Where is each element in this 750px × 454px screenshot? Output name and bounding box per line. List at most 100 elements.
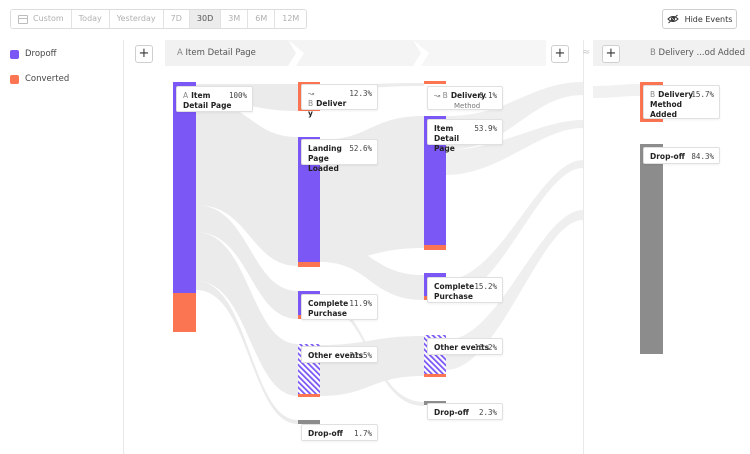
bar-landing-converted[interactable] — [298, 262, 320, 267]
step2-label: Delivery ...od Added — [658, 48, 746, 58]
flow-other-other — [320, 336, 424, 396]
bar-item-detail-col3-dropoff[interactable] — [424, 116, 446, 245]
node-pct: 15.2% — [474, 282, 497, 291]
add-step-right-button[interactable]: + — [602, 45, 620, 63]
node-card-final-dropoff[interactable]: Drop-off 84.3% — [643, 147, 720, 164]
node-pct: 12.3% — [349, 89, 372, 98]
node-pct: 53.9% — [474, 124, 497, 133]
node-pct: 100% — [228, 91, 247, 100]
range-6m-button[interactable]: 6M — [248, 10, 276, 28]
flow-a-purchase — [196, 205, 298, 319]
node-card-delivery-method-added[interactable]: B Delivery Method Added 15.7% — [643, 85, 720, 119]
legend-swatch-dropoff — [10, 49, 19, 59]
node-pct: 52.6% — [349, 144, 372, 153]
node-prefix: ↝ B — [434, 91, 448, 100]
node-sub: Method — [454, 102, 481, 110]
node-pct: 21.5% — [349, 351, 372, 360]
node-card-landing-page[interactable]: Landing Page Loaded 52.6% — [301, 139, 378, 173]
range-3m-button[interactable]: 3M — [221, 10, 249, 28]
node-name: Deliver y — [308, 99, 347, 118]
node-prefix: ↝ B — [308, 89, 315, 108]
bar-item-detail-converted[interactable] — [173, 293, 196, 332]
calendar-icon — [18, 14, 28, 24]
node-name: Delivery Method Added — [650, 90, 694, 119]
legend: Dropoff Converted — [10, 46, 69, 96]
step-band-3 — [413, 40, 546, 66]
node-pct: 11.9% — [349, 299, 372, 308]
flow-other-end — [446, 210, 583, 370]
node-card-dropoff-col3[interactable]: Drop-off 2.3% — [427, 403, 503, 420]
node-prefix: B — [650, 90, 656, 99]
range-yesterday-button[interactable]: Yesterday — [109, 10, 164, 28]
add-step-middle-button[interactable]: + — [551, 45, 569, 63]
range-7d-button[interactable]: 7D — [163, 10, 190, 28]
step1-header[interactable]: A Item Detail Page — [177, 48, 256, 58]
hide-events-button[interactable]: Hide Events — [662, 9, 737, 29]
flow-a-landing — [196, 100, 298, 266]
bar-landing-dropoff[interactable] — [298, 137, 320, 262]
flow-into-delivery — [593, 84, 640, 98]
step1-prefix: A — [177, 48, 183, 58]
node-name: Drop-off — [308, 429, 343, 438]
add-step-left-button[interactable]: + — [135, 45, 153, 63]
collapsed-steps-icon[interactable]: ≈ — [582, 47, 591, 58]
bar-final-dropoff[interactable] — [640, 144, 663, 354]
bar-delivery-method-converted[interactable] — [424, 81, 446, 84]
flows-step4 — [593, 84, 640, 98]
node-card-other-events-col3[interactable]: Other events 16.2% — [427, 338, 503, 355]
node-card-item-detail-col3[interactable]: Item Detail Page 53.9% — [427, 119, 503, 153]
node-name: Item Detail Page — [434, 124, 460, 153]
node-name: Item Detail Page — [183, 91, 232, 110]
node-name: Complete Purchase — [434, 282, 475, 301]
node-card-complete-purchase-col3[interactable]: Complete Purchase 15.2% — [427, 277, 503, 303]
node-name: Delivery — [450, 91, 486, 100]
node-pct: 15.7% — [691, 90, 714, 99]
node-card-complete-purchase[interactable]: Complete Purchase 11.9% — [301, 294, 378, 320]
node-pct: 0.1% — [478, 91, 497, 100]
step1-label: Item Detail Page — [185, 48, 256, 58]
eye-off-icon — [666, 14, 679, 24]
node-name: Complete Purchase — [308, 299, 349, 318]
node-pct: 2.3% — [478, 408, 497, 417]
bar-other-converted[interactable] — [298, 394, 320, 397]
node-card-delivery[interactable]: ↝ B Deliver y 12.3% — [301, 84, 378, 118]
node-pct: 1.7% — [353, 429, 372, 438]
node-card-other-events[interactable]: Other events 21.5% — [301, 346, 378, 363]
legend-label-dropoff: Dropoff — [25, 49, 57, 59]
flow-purchase-end — [446, 160, 583, 300]
divider-right — [583, 40, 584, 454]
node-prefix: A — [183, 91, 189, 100]
range-12m-button[interactable]: 12M — [275, 10, 307, 28]
bar-item-detail-col3-converted[interactable] — [424, 245, 446, 250]
hide-events-label: Hide Events — [684, 14, 733, 24]
legend-label-converted: Converted — [25, 74, 70, 84]
legend-item-dropoff: Dropoff — [10, 46, 69, 62]
node-card-delivery-method[interactable]: ↝ B Delivery Method 0.1% — [427, 86, 503, 110]
bar-other-col3-converted[interactable] — [424, 374, 446, 377]
step2-header[interactable]: B Delivery ...od Added — [650, 48, 745, 58]
flow-landing-purchase — [320, 240, 424, 300]
range-custom-label: Custom — [33, 14, 64, 23]
bar-dropoff-col2[interactable] — [298, 420, 320, 424]
node-card-dropoff[interactable]: Drop-off 1.7% — [301, 424, 378, 441]
node-card-item-detail[interactable]: A Item Detail Page 100% — [176, 86, 253, 112]
flow-a-other — [196, 232, 298, 396]
range-custom-button[interactable]: Custom — [11, 10, 72, 28]
step-band-4 — [593, 40, 750, 66]
date-range-selector: Custom Today Yesterday 7D 30D 3M 6M 12M — [10, 9, 308, 29]
flow-item-end-2 — [446, 120, 583, 175]
node-pct: 16.2% — [474, 343, 497, 352]
step-band-1 — [165, 40, 296, 66]
legend-item-converted: Converted — [10, 71, 69, 87]
range-today-button[interactable]: Today — [71, 10, 110, 28]
step2-prefix: B — [650, 48, 656, 58]
node-pct: 84.3% — [691, 152, 714, 161]
node-name: Other events — [434, 343, 490, 352]
flow-landing-item — [320, 116, 424, 262]
node-name: Landing Page Loaded — [308, 144, 342, 173]
range-30d-button[interactable]: 30D — [189, 10, 222, 28]
bar-item-detail-dropoff[interactable] — [173, 82, 196, 293]
node-name: Other events — [308, 351, 364, 360]
